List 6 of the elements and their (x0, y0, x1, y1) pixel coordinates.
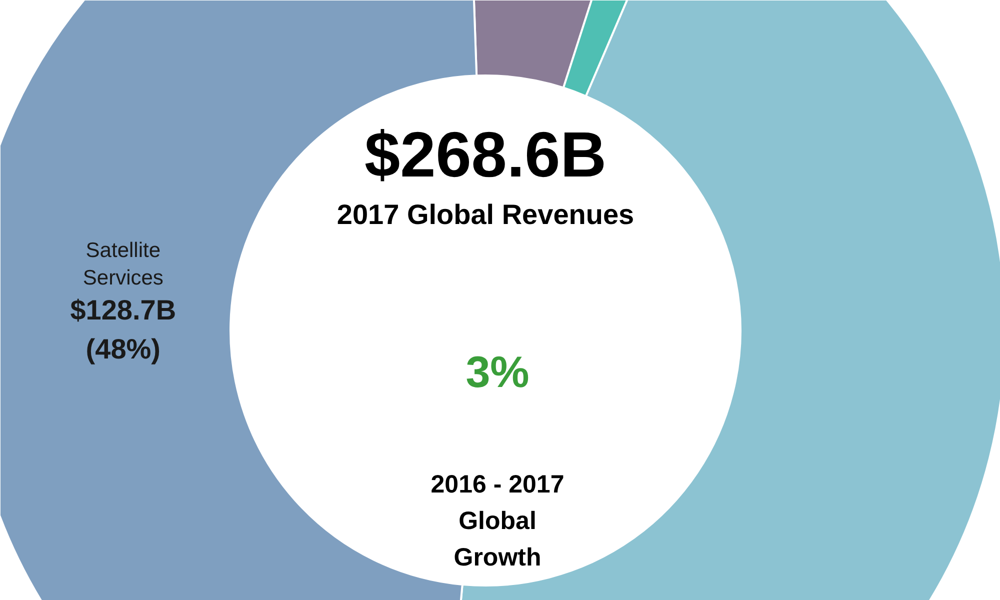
data-label: $128.7B (48%) (70, 294, 176, 364)
text: 2017 Global Revenues (336, 199, 634, 230)
text: 2016 - 2017 Global Growth (430, 470, 564, 572)
slice-label: Satellite Services (82, 239, 164, 290)
text: $268.6B (364, 118, 606, 190)
text: 3% (466, 348, 530, 397)
